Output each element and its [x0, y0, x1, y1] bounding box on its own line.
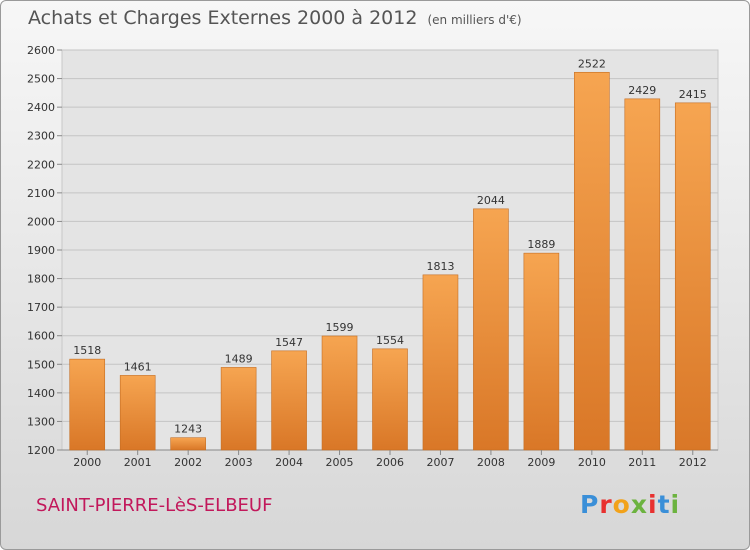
y-tick-label: 2100 — [27, 187, 55, 200]
x-tick-label: 2012 — [679, 456, 707, 469]
logo-letter: i — [648, 490, 658, 519]
x-tick-label: 2007 — [426, 456, 454, 469]
x-tick-label: 2000 — [73, 456, 101, 469]
bar-2004 — [271, 350, 307, 451]
bars — [69, 71, 711, 451]
bar-label-2011: 2429 — [628, 84, 656, 97]
bar-label-2005: 1599 — [326, 321, 354, 334]
y-axis-ticks: 1200 1300 1400 1500 1600 1700 1800 1900 2000 2100… — [27, 44, 62, 457]
y-tick-label: 2000 — [27, 215, 55, 228]
proxiti-logo: Proxiti — [580, 490, 680, 519]
x-tick-label: 2011 — [628, 456, 656, 469]
chart-subtitle: (en milliers d'€) — [427, 13, 522, 27]
bar-2012 — [674, 102, 711, 451]
y-tick-label: 1300 — [27, 415, 55, 428]
bar-label-2000: 1518 — [73, 344, 101, 357]
y-tick-label: 1500 — [27, 358, 55, 371]
y-tick-label: 1700 — [27, 301, 55, 314]
bar-2007 — [422, 274, 459, 451]
x-tick-label: 2003 — [225, 456, 253, 469]
commune-name: SAINT-PIERRE-LèS-ELBEUF — [36, 495, 273, 516]
bar-label-2006: 1554 — [376, 334, 404, 347]
bar-2001 — [119, 375, 156, 451]
x-tick-label: 2005 — [326, 456, 354, 469]
x-tick-label: 2009 — [527, 456, 555, 469]
logo-letter: x — [630, 490, 648, 519]
y-tick-label: 1200 — [27, 444, 55, 457]
y-tick-label: 2300 — [27, 130, 55, 143]
y-tick-label: 2200 — [27, 158, 55, 171]
logo-letter: i — [670, 490, 681, 519]
y-tick-label: 2500 — [27, 73, 55, 86]
bar-2008 — [473, 208, 509, 451]
y-tick-label: 1400 — [27, 387, 55, 400]
chart-title: Achats et Charges Externes 2000 à 2012 (e… — [28, 7, 522, 29]
bar-2011 — [624, 98, 661, 451]
bar-label-2009: 1889 — [527, 238, 555, 251]
logo-letter: t — [657, 490, 671, 519]
bar-2000 — [69, 358, 106, 451]
x-tick-label: 2008 — [477, 456, 505, 469]
y-tick-label: 2600 — [27, 44, 55, 57]
y-tick-label: 1900 — [27, 244, 55, 257]
bar-label-2007: 1813 — [426, 260, 454, 273]
x-tick-label: 2002 — [174, 456, 202, 469]
bar-label-2001: 1461 — [124, 360, 152, 373]
bar-label-2003: 1489 — [225, 352, 253, 365]
bar-2002 — [170, 437, 206, 451]
x-axis-ticks: 2000 2001 2002 2003 2004 2005 2006 2007 2008 2009… — [73, 450, 707, 469]
bar-2005 — [321, 335, 358, 451]
x-tick-label: 2001 — [124, 456, 152, 469]
x-tick-label: 2004 — [275, 456, 303, 469]
bar-2010 — [574, 71, 610, 451]
bar-2009 — [523, 252, 560, 451]
y-tick-label: 1600 — [27, 330, 55, 343]
logo-letter: r — [599, 490, 613, 519]
bar-2003 — [220, 367, 257, 451]
bar-label-2002: 1243 — [174, 423, 202, 436]
x-tick-label: 2006 — [376, 456, 404, 469]
x-tick-label: 2010 — [578, 456, 606, 469]
bar-2006 — [372, 348, 408, 451]
logo-letter: P — [580, 490, 600, 519]
y-tick-label: 2400 — [27, 101, 55, 114]
logo-letter: o — [612, 490, 631, 519]
bar-label-2010: 2522 — [578, 57, 606, 70]
bar-label-2004: 1547 — [275, 336, 303, 349]
bar-label-2008: 2044 — [477, 194, 505, 207]
title-text: Achats et Charges Externes 2000 à 2012 — [28, 7, 418, 29]
y-tick-label: 1800 — [27, 273, 55, 286]
bar-label-2012: 2415 — [679, 88, 707, 101]
bar-value-labels: 1518 1461 1243 1489 1547 1599 1554 1813 2044 1889… — [73, 57, 707, 435]
